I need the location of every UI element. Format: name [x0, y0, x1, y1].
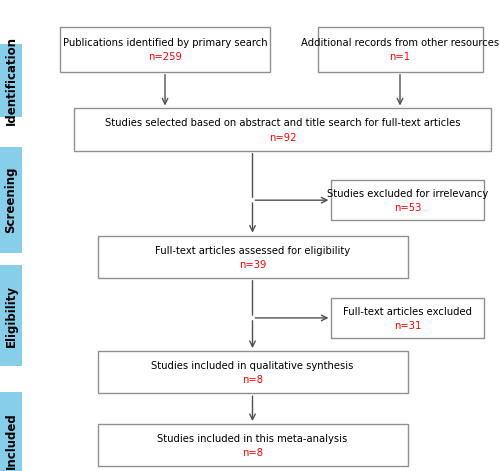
Text: n=1: n=1 — [390, 52, 410, 63]
FancyBboxPatch shape — [74, 108, 491, 151]
Text: Full-text articles assessed for eligibility: Full-text articles assessed for eligibil… — [155, 245, 350, 256]
Text: n=8: n=8 — [242, 375, 263, 385]
Text: n=8: n=8 — [242, 448, 263, 458]
FancyBboxPatch shape — [331, 298, 484, 338]
Text: Studies included in qualitative synthesis: Studies included in qualitative synthesi… — [152, 361, 354, 371]
FancyBboxPatch shape — [60, 27, 270, 72]
Text: n=92: n=92 — [269, 132, 296, 143]
Text: Studies excluded for irrelevancy: Studies excluded for irrelevancy — [327, 189, 488, 199]
FancyBboxPatch shape — [0, 392, 22, 471]
FancyBboxPatch shape — [0, 265, 22, 366]
Text: Eligibility: Eligibility — [4, 284, 18, 347]
Text: Identification: Identification — [4, 36, 18, 124]
Text: Publications identified by primary search: Publications identified by primary searc… — [62, 38, 268, 49]
FancyBboxPatch shape — [98, 236, 407, 278]
Text: n=259: n=259 — [148, 52, 182, 63]
Text: n=31: n=31 — [394, 321, 421, 331]
FancyBboxPatch shape — [0, 44, 22, 117]
Text: Screening: Screening — [4, 167, 18, 234]
Text: Additional records from other resources: Additional records from other resources — [301, 38, 499, 49]
Text: Included: Included — [4, 412, 18, 469]
Text: n=53: n=53 — [394, 203, 421, 213]
Text: Studies selected based on abstract and title search for full-text articles: Studies selected based on abstract and t… — [105, 118, 460, 129]
FancyBboxPatch shape — [98, 351, 407, 393]
Text: Full-text articles excluded: Full-text articles excluded — [343, 307, 472, 317]
Text: n=39: n=39 — [239, 260, 266, 270]
FancyBboxPatch shape — [318, 27, 482, 72]
FancyBboxPatch shape — [331, 180, 484, 220]
FancyBboxPatch shape — [0, 147, 22, 253]
Text: Studies included in this meta-analysis: Studies included in this meta-analysis — [158, 434, 348, 444]
FancyBboxPatch shape — [98, 424, 407, 466]
